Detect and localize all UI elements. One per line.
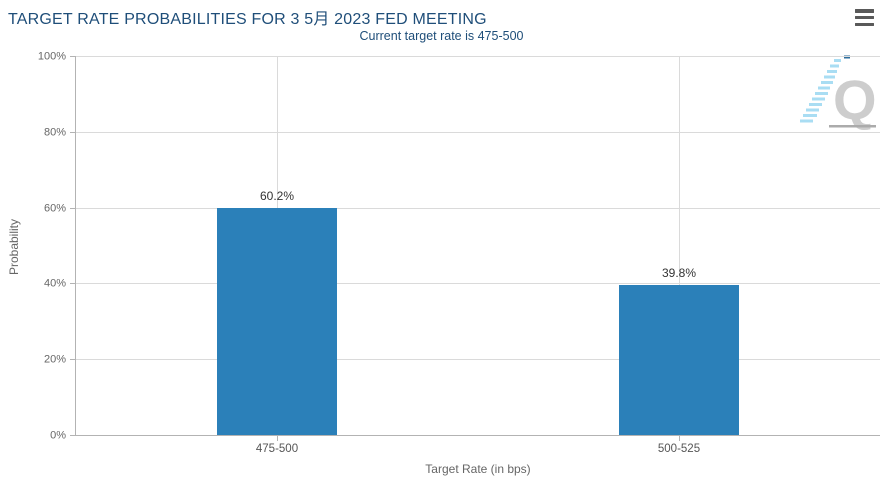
y-axis-tick xyxy=(70,283,76,285)
y-axis-title: Probability xyxy=(6,57,22,436)
x-category-label-475-500: 475-500 xyxy=(255,443,299,455)
watermark-underline xyxy=(829,125,876,128)
bar-500-525[interactable] xyxy=(619,285,739,436)
bar-value-label-475-500: 60.2% xyxy=(259,188,295,203)
y-axis-tick xyxy=(70,435,76,436)
bar-slot-500-525: 39.8% xyxy=(618,57,740,436)
hamburger-menu-icon xyxy=(855,9,874,13)
quandl-q-logo-watermark: Q xyxy=(800,55,877,131)
gridline-20 xyxy=(76,359,880,361)
bar-value-label-500-525: 39.8% xyxy=(661,266,697,281)
y-axis-tick xyxy=(70,207,76,209)
gridline-80 xyxy=(76,131,880,133)
x-axis-title: Target Rate (in bps) xyxy=(425,462,531,476)
chart-context-menu-button[interactable] xyxy=(855,9,875,26)
watermark-dashes xyxy=(800,59,841,123)
chart-subtitle: Current target rate is 475-500 xyxy=(359,29,524,43)
y-axis-label-80: 80% xyxy=(43,126,66,139)
gridline-category-2 xyxy=(679,57,680,436)
y-axis-label-60: 60% xyxy=(43,202,66,215)
chart-title: TARGET RATE PROBABILITIES FOR 3 5月 2023 … xyxy=(8,11,487,28)
gridline-60 xyxy=(76,207,880,209)
y-axis-label-20: 20% xyxy=(43,353,66,366)
y-axis-title-text: Probability xyxy=(7,218,21,275)
gridline-100 xyxy=(76,56,880,57)
x-axis-tick xyxy=(277,436,278,441)
hamburger-menu-icon xyxy=(855,22,874,26)
bar-slot-475-500: 60.2% xyxy=(216,57,338,436)
y-axis-tick xyxy=(70,56,76,57)
y-axis-tick xyxy=(70,359,76,361)
hamburger-menu-icon xyxy=(855,15,874,20)
x-axis-tick xyxy=(679,436,680,441)
plot-area: 0% 20% 40% 60% 80% 100% 60.2% 39.8% 475-… xyxy=(7,51,880,476)
gridline-40 xyxy=(76,283,880,285)
y-axis-label-0: 0% xyxy=(50,429,66,442)
y-axis-tick xyxy=(70,131,76,133)
y-axis-label-100: 100% xyxy=(37,50,66,63)
x-category-label-500-525: 500-525 xyxy=(657,443,701,455)
bar-475-500[interactable] xyxy=(217,207,337,436)
watermark-q-letter: Q xyxy=(833,68,877,131)
x-axis-line xyxy=(76,435,880,436)
y-axis-label-40: 40% xyxy=(43,277,66,290)
